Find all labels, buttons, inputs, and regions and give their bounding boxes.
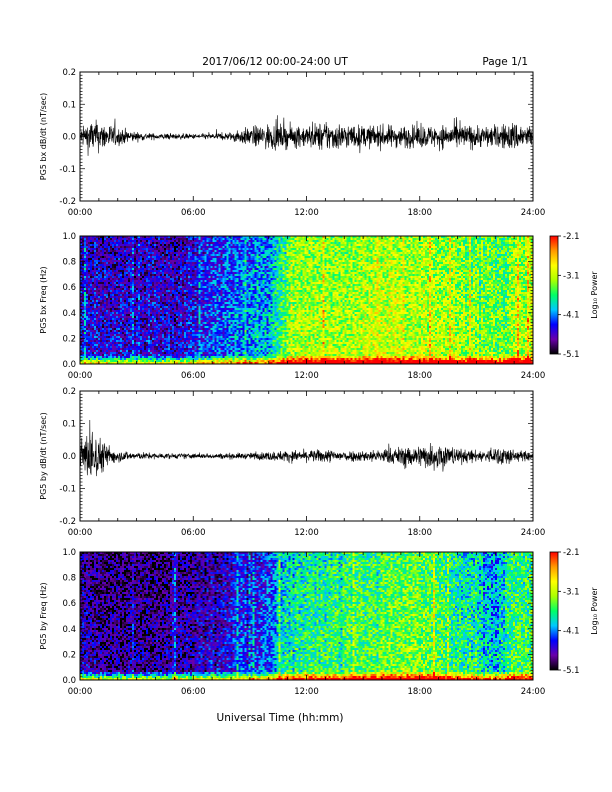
y-tick-label: 0.1	[62, 420, 76, 430]
y-tick-label: -0.1	[59, 485, 76, 495]
panel-bx-spectrogram: 1.0 0.8 0.6 0.4 0.2 0.000:00 06:00 12:00 18:00 24…	[39, 232, 545, 381]
colorbar-label: Log₁₀ Power	[590, 587, 599, 635]
colorbar-bottom: -2.1 -3.1 -4.1 -5.1 Log₁₀ Power	[549, 548, 599, 676]
x-tick-label: 06:00	[181, 371, 206, 381]
x-tick-label: 00:00	[68, 687, 93, 697]
y-tick-label: 0.2	[62, 334, 76, 344]
y-tick-label: 0.0	[62, 360, 76, 370]
y-axis-label: PG5 bx Freq (Hz)	[39, 266, 48, 333]
y-tick-label: 1.0	[62, 232, 76, 242]
spectrogram-image	[80, 236, 533, 364]
y-tick-label: 0.0	[62, 452, 76, 462]
plot-frame	[79, 235, 534, 365]
x-tick-label: 24:00	[521, 371, 546, 381]
y-axis-label: PG5 by dB/dt (nT/sec)	[39, 412, 48, 499]
spectrogram-image	[80, 552, 533, 680]
x-tick-label: 24:00	[521, 208, 546, 218]
y-tick-label: 1.0	[62, 548, 76, 558]
y-tick-label: 0.0	[62, 676, 76, 686]
colorbar-tick-label: -2.1	[563, 232, 580, 242]
colorbar-tick-label: -5.1	[563, 350, 580, 360]
y-tick-label: 0.4	[62, 309, 76, 319]
x-tick-label: 00:00	[68, 528, 93, 538]
x-tick-label: 24:00	[521, 528, 546, 538]
colorbar-tick-label: -4.1	[563, 311, 580, 321]
colorbar-gradient	[549, 235, 559, 355]
y-tick-label: 0.2	[62, 650, 76, 660]
x-tick-label: 06:00	[181, 687, 206, 697]
x-tick-label: 12:00	[294, 208, 319, 218]
colorbar-top: -2.1 -3.1 -4.1 -5.1 Log₁₀ Power	[549, 232, 599, 360]
y-tick-label: 0.4	[62, 625, 76, 635]
y-tick-label: 0.2	[62, 387, 76, 397]
colorbar-gradient	[549, 551, 559, 671]
y-tick-label: 0.6	[62, 599, 76, 609]
colorbar-tick-label: -3.1	[563, 587, 580, 597]
series-line	[79, 419, 534, 477]
y-tick-label: 0.0	[62, 133, 76, 143]
x-tick-label: 00:00	[68, 208, 93, 218]
page-number: Page 1/1	[482, 56, 528, 68]
y-tick-label: 0.6	[62, 283, 76, 293]
y-axis-label: PG5 by Freq (Hz)	[39, 582, 48, 649]
colorbar-tick-label: -2.1	[563, 548, 580, 558]
y-tick-label: 0.8	[62, 574, 76, 584]
x-tick-label: 24:00	[521, 687, 546, 697]
x-tick-label: 06:00	[181, 528, 206, 538]
page-title: 2017/06/12 00:00-24:00 UT	[202, 56, 348, 68]
plot-frame	[79, 551, 534, 681]
panel-by-dbdt: 0.2 0.1 0.0 -0.1 -0.200:00 06:00 12:00 18:00 24:…	[39, 387, 545, 538]
colorbar-tick-label: -4.1	[563, 627, 580, 637]
colorbar-tick-label: -3.1	[563, 271, 580, 281]
x-tick-label: 18:00	[408, 208, 433, 218]
panel-bx-dbdt: 0.2 0.1 0.0 -0.1 -0.200:00 06:00 12:00 18:00 24:…	[39, 68, 545, 218]
x-tick-label: 06:00	[181, 208, 206, 218]
x-tick-label: 12:00	[294, 371, 319, 381]
x-tick-label: 12:00	[294, 687, 319, 697]
x-tick-label: 18:00	[408, 687, 433, 697]
y-tick-label: -0.2	[59, 197, 76, 207]
series-line	[79, 115, 534, 156]
colorbar-tick-label: -5.1	[563, 666, 580, 676]
y-tick-label: -0.1	[59, 165, 76, 175]
y-tick-label: 0.1	[62, 100, 76, 110]
y-tick-label: -0.2	[59, 517, 76, 527]
y-axis-label: PG5 bx dB/dt (nT/sec)	[39, 93, 48, 180]
plot-frame	[79, 71, 534, 202]
panel-by-spectrogram: 1.0 0.8 0.6 0.4 0.2 0.000:00 06:00 12:00 18:00 24…	[39, 548, 545, 697]
y-tick-label: 0.2	[62, 68, 76, 78]
x-tick-label: 18:00	[408, 528, 433, 538]
x-axis-label: Universal Time (hh:mm)	[217, 712, 344, 724]
y-tick-label: 0.8	[62, 258, 76, 268]
x-tick-label: 00:00	[68, 371, 93, 381]
colorbar-label: Log₁₀ Power	[590, 271, 599, 319]
x-tick-label: 12:00	[294, 528, 319, 538]
plot-frame	[79, 390, 534, 522]
x-tick-label: 18:00	[408, 371, 433, 381]
